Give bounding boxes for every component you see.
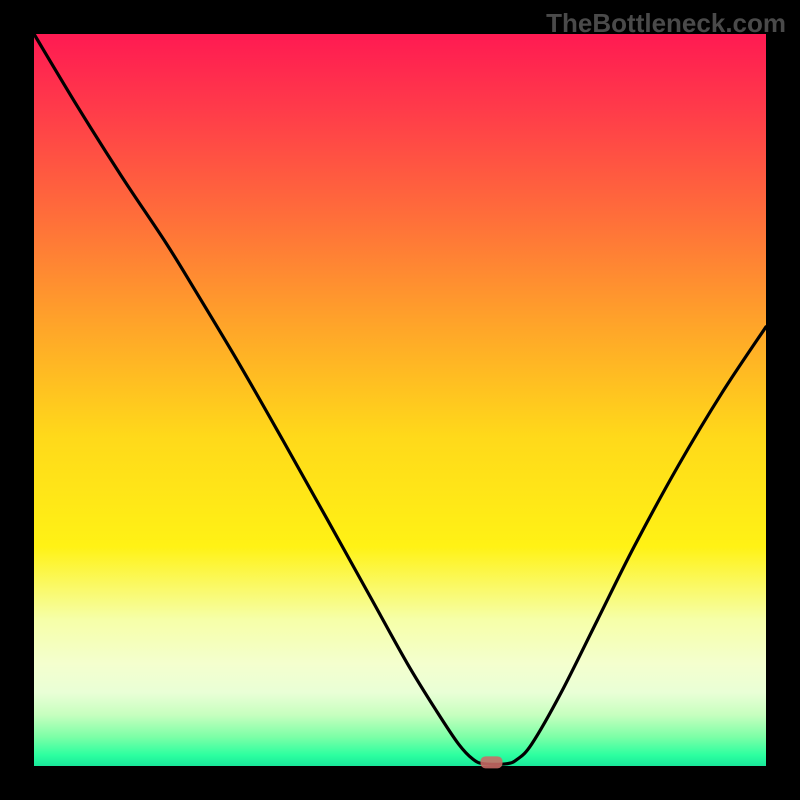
chart-canvas: TheBottleneck.com [0,0,800,800]
watermark-text: TheBottleneck.com [546,8,786,39]
plot-background [34,34,766,766]
